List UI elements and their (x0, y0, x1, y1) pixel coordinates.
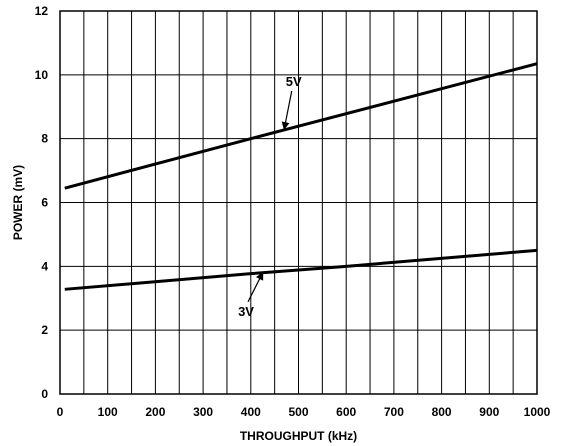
series-line-1 (64, 248, 538, 291)
series-annotation-label: 3V (238, 304, 254, 319)
series-annotation-label: 5V (286, 74, 302, 89)
x-tick-label: 1000 (524, 405, 551, 419)
plot-frame (59, 10, 538, 395)
x-tick-label: 0 (57, 405, 64, 419)
y-tick-label: 6 (41, 196, 48, 210)
x-tick-label: 600 (336, 405, 356, 419)
series-line-0 (64, 62, 538, 190)
y-tick-label: 12 (35, 4, 49, 18)
annotation-arrow (281, 90, 293, 131)
y-tick-label: 10 (35, 68, 49, 82)
grid (59, 10, 538, 395)
x-tick-label: 300 (193, 405, 213, 419)
y-axis-label: POWER (mV) (11, 165, 25, 240)
y-tick-label: 0 (41, 387, 48, 401)
x-tick-label: 100 (98, 405, 118, 419)
y-tick-label: 4 (41, 259, 48, 273)
series-layer (64, 62, 538, 291)
annotation-arrow (247, 271, 264, 303)
y-tick-label: 2 (41, 323, 48, 337)
x-tick-label: 200 (145, 405, 165, 419)
y-tick-label: 8 (41, 132, 48, 146)
x-axis-label: THROUGHPUT (kHz) (240, 429, 357, 443)
annotations: 5V 3V (238, 74, 302, 319)
x-tick-label: 400 (241, 405, 261, 419)
tick-labels: 0 100 200 300 400 500 600 700 800 900 1000 0 2 4 6 8 10 1… (35, 4, 551, 419)
x-tick-label: 500 (288, 405, 308, 419)
x-tick-label: 900 (479, 405, 499, 419)
x-tick-label: 800 (432, 405, 452, 419)
x-tick-label: 700 (384, 405, 404, 419)
